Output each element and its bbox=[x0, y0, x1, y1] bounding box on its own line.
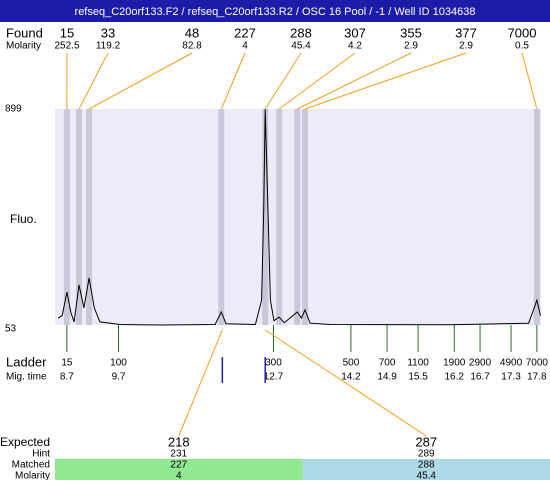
matched-value: 227 bbox=[170, 460, 187, 471]
ladder-size: 4900 bbox=[500, 358, 523, 369]
ladder-mig-time: 16.7 bbox=[470, 372, 490, 383]
ladder-mig-time: 17.8 bbox=[527, 372, 547, 383]
expected-label: Expected bbox=[0, 435, 50, 449]
hint-value: 289 bbox=[418, 449, 435, 460]
found-size: 15 bbox=[60, 25, 74, 40]
found-size: 307 bbox=[344, 25, 366, 40]
found-sublabel: Molarity bbox=[6, 41, 41, 52]
found-connector bbox=[89, 53, 192, 109]
found-size: 227 bbox=[234, 25, 256, 40]
found-molarity: 252.5 bbox=[54, 41, 79, 52]
peak-band bbox=[534, 109, 540, 325]
found-size: 377 bbox=[455, 25, 477, 40]
ladder-size: 1100 bbox=[407, 358, 429, 369]
found-size: 355 bbox=[400, 25, 422, 40]
expected-size: 287 bbox=[415, 434, 437, 449]
found-molarity: 119.2 bbox=[96, 41, 121, 52]
y-tick-label: 899 bbox=[5, 104, 22, 115]
header-title: refseq_C20orf133.F2 / refseq_C20orf133.R… bbox=[75, 6, 476, 18]
ladder-size: 1900 bbox=[443, 358, 466, 369]
found-connector bbox=[221, 53, 245, 109]
found-molarity: 2.9 bbox=[459, 41, 473, 52]
found-size: 288 bbox=[290, 25, 312, 40]
peak-band bbox=[276, 109, 282, 325]
peak-band bbox=[302, 109, 308, 325]
found-size: 7000 bbox=[508, 25, 537, 40]
ladder-mig-time: 9.7 bbox=[112, 372, 126, 383]
found-size: 48 bbox=[185, 25, 199, 40]
matched-molarity: 45.4 bbox=[417, 471, 437, 480]
ladder-size: 300 bbox=[265, 358, 282, 369]
ladder-size: 500 bbox=[343, 358, 360, 369]
ladder-size: 700 bbox=[379, 358, 396, 369]
ladder-mig-time: 14.9 bbox=[377, 372, 397, 383]
ladder-size: 100 bbox=[110, 358, 127, 369]
y-tick-label: 53 bbox=[5, 324, 17, 335]
found-connector bbox=[305, 53, 466, 109]
ladder-size: 7000 bbox=[526, 358, 549, 369]
ladder-mig-time: 16.2 bbox=[444, 372, 464, 383]
found-connector bbox=[522, 53, 537, 109]
y-axis-label: Fluo. bbox=[10, 212, 37, 226]
peak-band bbox=[218, 109, 224, 325]
ladder-label: Ladder bbox=[6, 354, 47, 369]
matched-molarity: 4 bbox=[176, 471, 182, 480]
ladder-mig-time: 12.7 bbox=[264, 372, 284, 383]
ladder-size: 2900 bbox=[469, 358, 492, 369]
matched-value: 288 bbox=[418, 460, 435, 471]
found-size: 33 bbox=[101, 25, 115, 40]
matched-label: Matched bbox=[12, 460, 50, 471]
found-molarity: 2.9 bbox=[404, 41, 418, 52]
found-connector bbox=[279, 53, 355, 109]
found-label: Found bbox=[6, 25, 43, 40]
molarity-label: Molarity bbox=[15, 471, 50, 480]
ladder-size: 15 bbox=[61, 358, 73, 369]
ladder-mig-time: 14.2 bbox=[341, 372, 361, 383]
hint-label: Hint bbox=[32, 449, 50, 460]
ladder-mig-time: 17.3 bbox=[501, 372, 521, 383]
peak-band bbox=[294, 109, 300, 325]
expected-connector bbox=[179, 330, 223, 436]
expected-size: 218 bbox=[168, 434, 190, 449]
ladder-sublabel: Mig. time bbox=[6, 372, 47, 383]
found-molarity: 82.8 bbox=[182, 41, 202, 52]
found-molarity: 4.2 bbox=[348, 41, 362, 52]
found-connector bbox=[297, 53, 411, 109]
ladder-mig-time: 8.7 bbox=[60, 372, 74, 383]
ladder-mig-time: 15.5 bbox=[408, 372, 428, 383]
hint-value: 231 bbox=[170, 449, 187, 460]
found-molarity: 4 bbox=[242, 41, 248, 52]
found-molarity: 45.4 bbox=[291, 41, 311, 52]
found-connector bbox=[265, 53, 301, 109]
found-molarity: 0.5 bbox=[515, 41, 529, 52]
expected-connector bbox=[265, 330, 426, 436]
